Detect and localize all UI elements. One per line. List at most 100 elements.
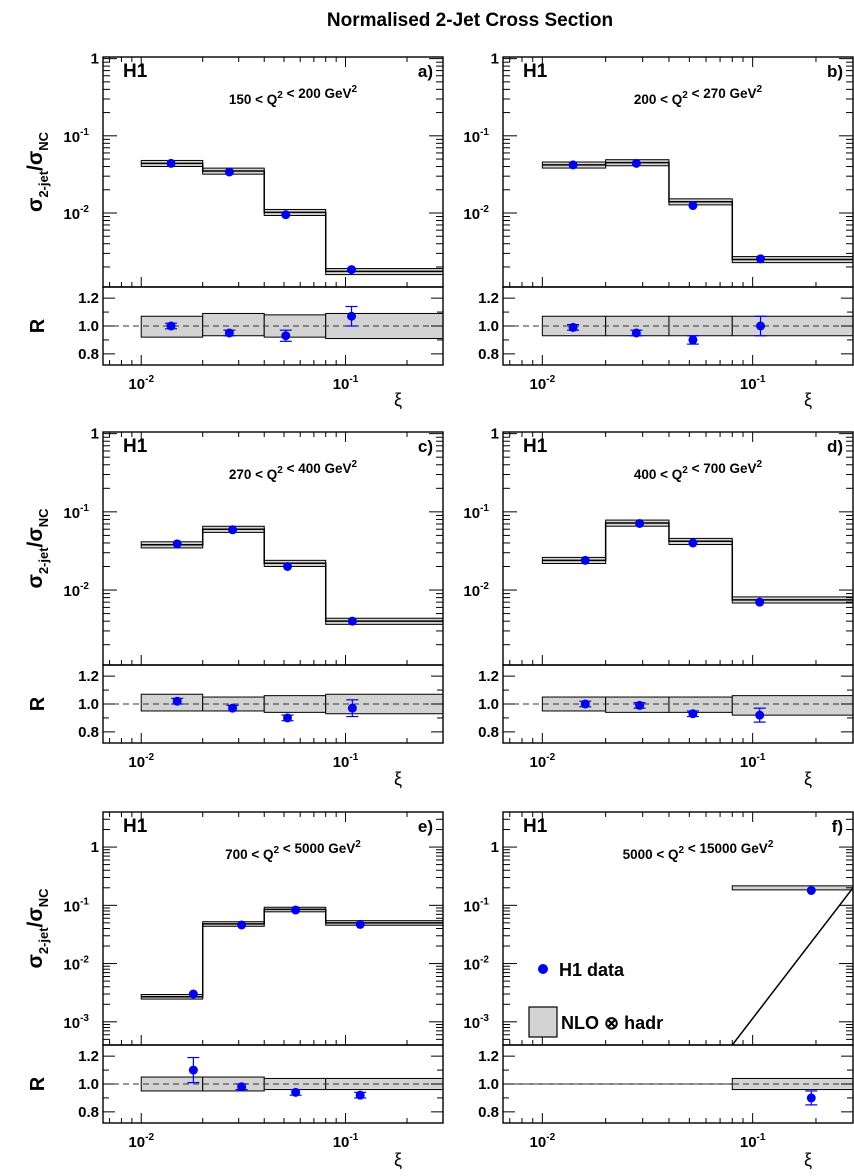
y-tick-label: 10-2 — [63, 581, 89, 600]
ratio-tick-label: 1.0 — [78, 318, 99, 335]
ratio-tick-label: 1.0 — [478, 318, 499, 335]
ratio-point — [806, 1093, 816, 1103]
ratio-point — [355, 1090, 365, 1100]
q2-label: 700 < Q2 < 5000 GeV2 — [225, 839, 361, 862]
y-axis-label: σ2-jet/σNC — [24, 888, 51, 969]
data-point — [756, 254, 766, 264]
data-point — [224, 167, 234, 177]
ratio-point — [237, 1082, 247, 1092]
ratio-band-bin — [140, 693, 204, 712]
x-tick-label: 10-2 — [128, 374, 154, 393]
ratio-tick-label: 1.2 — [78, 1048, 99, 1065]
y-tick-label: 10-3 — [463, 1013, 489, 1032]
data-point — [688, 538, 698, 548]
y-tick-label: 1 — [491, 426, 499, 443]
y-axis-label-text: σ2-jet/σNC — [24, 508, 51, 589]
ratio-tick-label: 0.8 — [78, 346, 99, 363]
panel-label: b) — [827, 62, 843, 81]
panel-label: e) — [418, 817, 433, 836]
ratio-point — [347, 311, 357, 321]
data-point — [347, 616, 357, 626]
ratio-point — [166, 321, 176, 331]
chart-panel-d: 10-2 10-1 1 10-2 10-1 0.8 1.0 1.2 H1 d) 400 < Q2 <… — [463, 426, 854, 789]
data-point — [188, 989, 198, 999]
x-axis-label: ξ — [394, 390, 402, 410]
data-point — [635, 518, 645, 528]
data-point — [631, 158, 641, 168]
ratio-point — [635, 700, 645, 710]
x-tick-label: 10-1 — [333, 374, 359, 393]
ratio-point — [188, 1065, 198, 1075]
y-tick-label: 10-2 — [63, 955, 89, 974]
experiment-label: H1 — [123, 436, 148, 457]
ratio-tick-label: 0.8 — [78, 724, 99, 741]
y-tick-label: 10-1 — [463, 127, 489, 146]
ratio-tick-label: 0.8 — [78, 1104, 99, 1121]
ratio-tick-label: 1.2 — [78, 290, 99, 307]
ratio-point — [291, 1087, 301, 1097]
ratio-tick-label: 1.2 — [478, 1048, 499, 1065]
y-tick-label: 1 — [491, 839, 499, 856]
ratio-point — [347, 703, 357, 713]
x-tick-label: 10-1 — [740, 1132, 766, 1151]
y-axis-label: σ2-jet/σNC — [24, 508, 51, 589]
y-tick-label: 10-2 — [463, 955, 489, 974]
nlo-line — [731, 887, 854, 1046]
y-tick-label: 1 — [91, 426, 99, 443]
ratio-point — [755, 710, 765, 720]
ratio-axis-label-text: R — [27, 696, 49, 711]
y-axis-label-text: σ2-jet/σNC — [24, 888, 51, 969]
q2-label: 200 < Q2 < 270 GeV2 — [634, 84, 763, 107]
panel-label: f) — [832, 817, 843, 836]
data-point — [347, 265, 357, 275]
y-tick-label: 10-2 — [63, 204, 89, 223]
ratio-tick-label: 0.8 — [478, 1104, 499, 1121]
x-tick-label: 10-1 — [740, 752, 766, 771]
y-tick-label: 1 — [91, 839, 99, 856]
y-tick-label: 10-1 — [63, 503, 89, 522]
y-tick-label: 10-2 — [463, 204, 489, 223]
chart-panel-c: 10-2 10-1 1 10-2 10-1 0.8 1.0 1.2 H1 c) 270 < Q2 <… — [24, 426, 444, 789]
data-point — [755, 597, 765, 607]
ratio-tick-label: 1.0 — [78, 1076, 99, 1093]
data-point — [228, 525, 238, 535]
ratio-point — [228, 703, 238, 713]
nlo-line — [542, 522, 853, 601]
data-point — [568, 160, 578, 170]
chart-panel-e: 10-3 10-2 10-1 1 10-2 10-1 0.8 1.0 1.2 H1 e) 700 < … — [24, 811, 444, 1170]
ratio-axis-label: R — [27, 318, 49, 333]
data-point — [355, 919, 365, 929]
data-point — [283, 562, 293, 572]
ratio-tick-label: 1.2 — [478, 668, 499, 685]
y-tick-label: 10-1 — [463, 503, 489, 522]
ratio-tick-label: 1.2 — [78, 668, 99, 685]
y-tick-label: 10-1 — [63, 127, 89, 146]
legend-band-label: NLO ⊗ hadr — [561, 1013, 663, 1033]
ratio-band-bin — [731, 695, 854, 716]
chart-panel-b: 10-2 10-1 1 10-2 10-1 0.8 1.0 1.2 H1 b) 200 < Q2 <… — [463, 51, 854, 410]
experiment-label: H1 — [523, 816, 548, 837]
ratio-point — [172, 696, 182, 706]
ratio-axis-label-text: R — [27, 318, 49, 333]
data-point — [281, 210, 291, 220]
legend-data-label: H1 data — [559, 960, 625, 980]
q2-label: 270 < Q2 < 400 GeV2 — [229, 459, 358, 482]
experiment-label: H1 — [123, 816, 148, 837]
ratio-point — [756, 321, 766, 331]
legend-data-marker — [538, 964, 548, 974]
q2-label: 5000 < Q2 < 15000 GeV2 — [623, 839, 774, 862]
q2-label: 400 < Q2 < 700 GeV2 — [634, 459, 763, 482]
ratio-axis-label: R — [27, 696, 49, 711]
panel-label: a) — [418, 62, 433, 81]
panel-label: d) — [827, 437, 843, 456]
x-tick-label: 10-2 — [128, 1132, 154, 1151]
ratio-point — [568, 322, 578, 332]
nlo-line — [141, 162, 443, 273]
ratio-band-bin — [668, 696, 733, 713]
y-tick-label: 10-1 — [63, 896, 89, 915]
ratio-point — [283, 713, 293, 723]
experiment-label: H1 — [523, 61, 548, 82]
ratio-tick-label: 1.0 — [478, 1076, 499, 1093]
data-point — [688, 201, 698, 211]
